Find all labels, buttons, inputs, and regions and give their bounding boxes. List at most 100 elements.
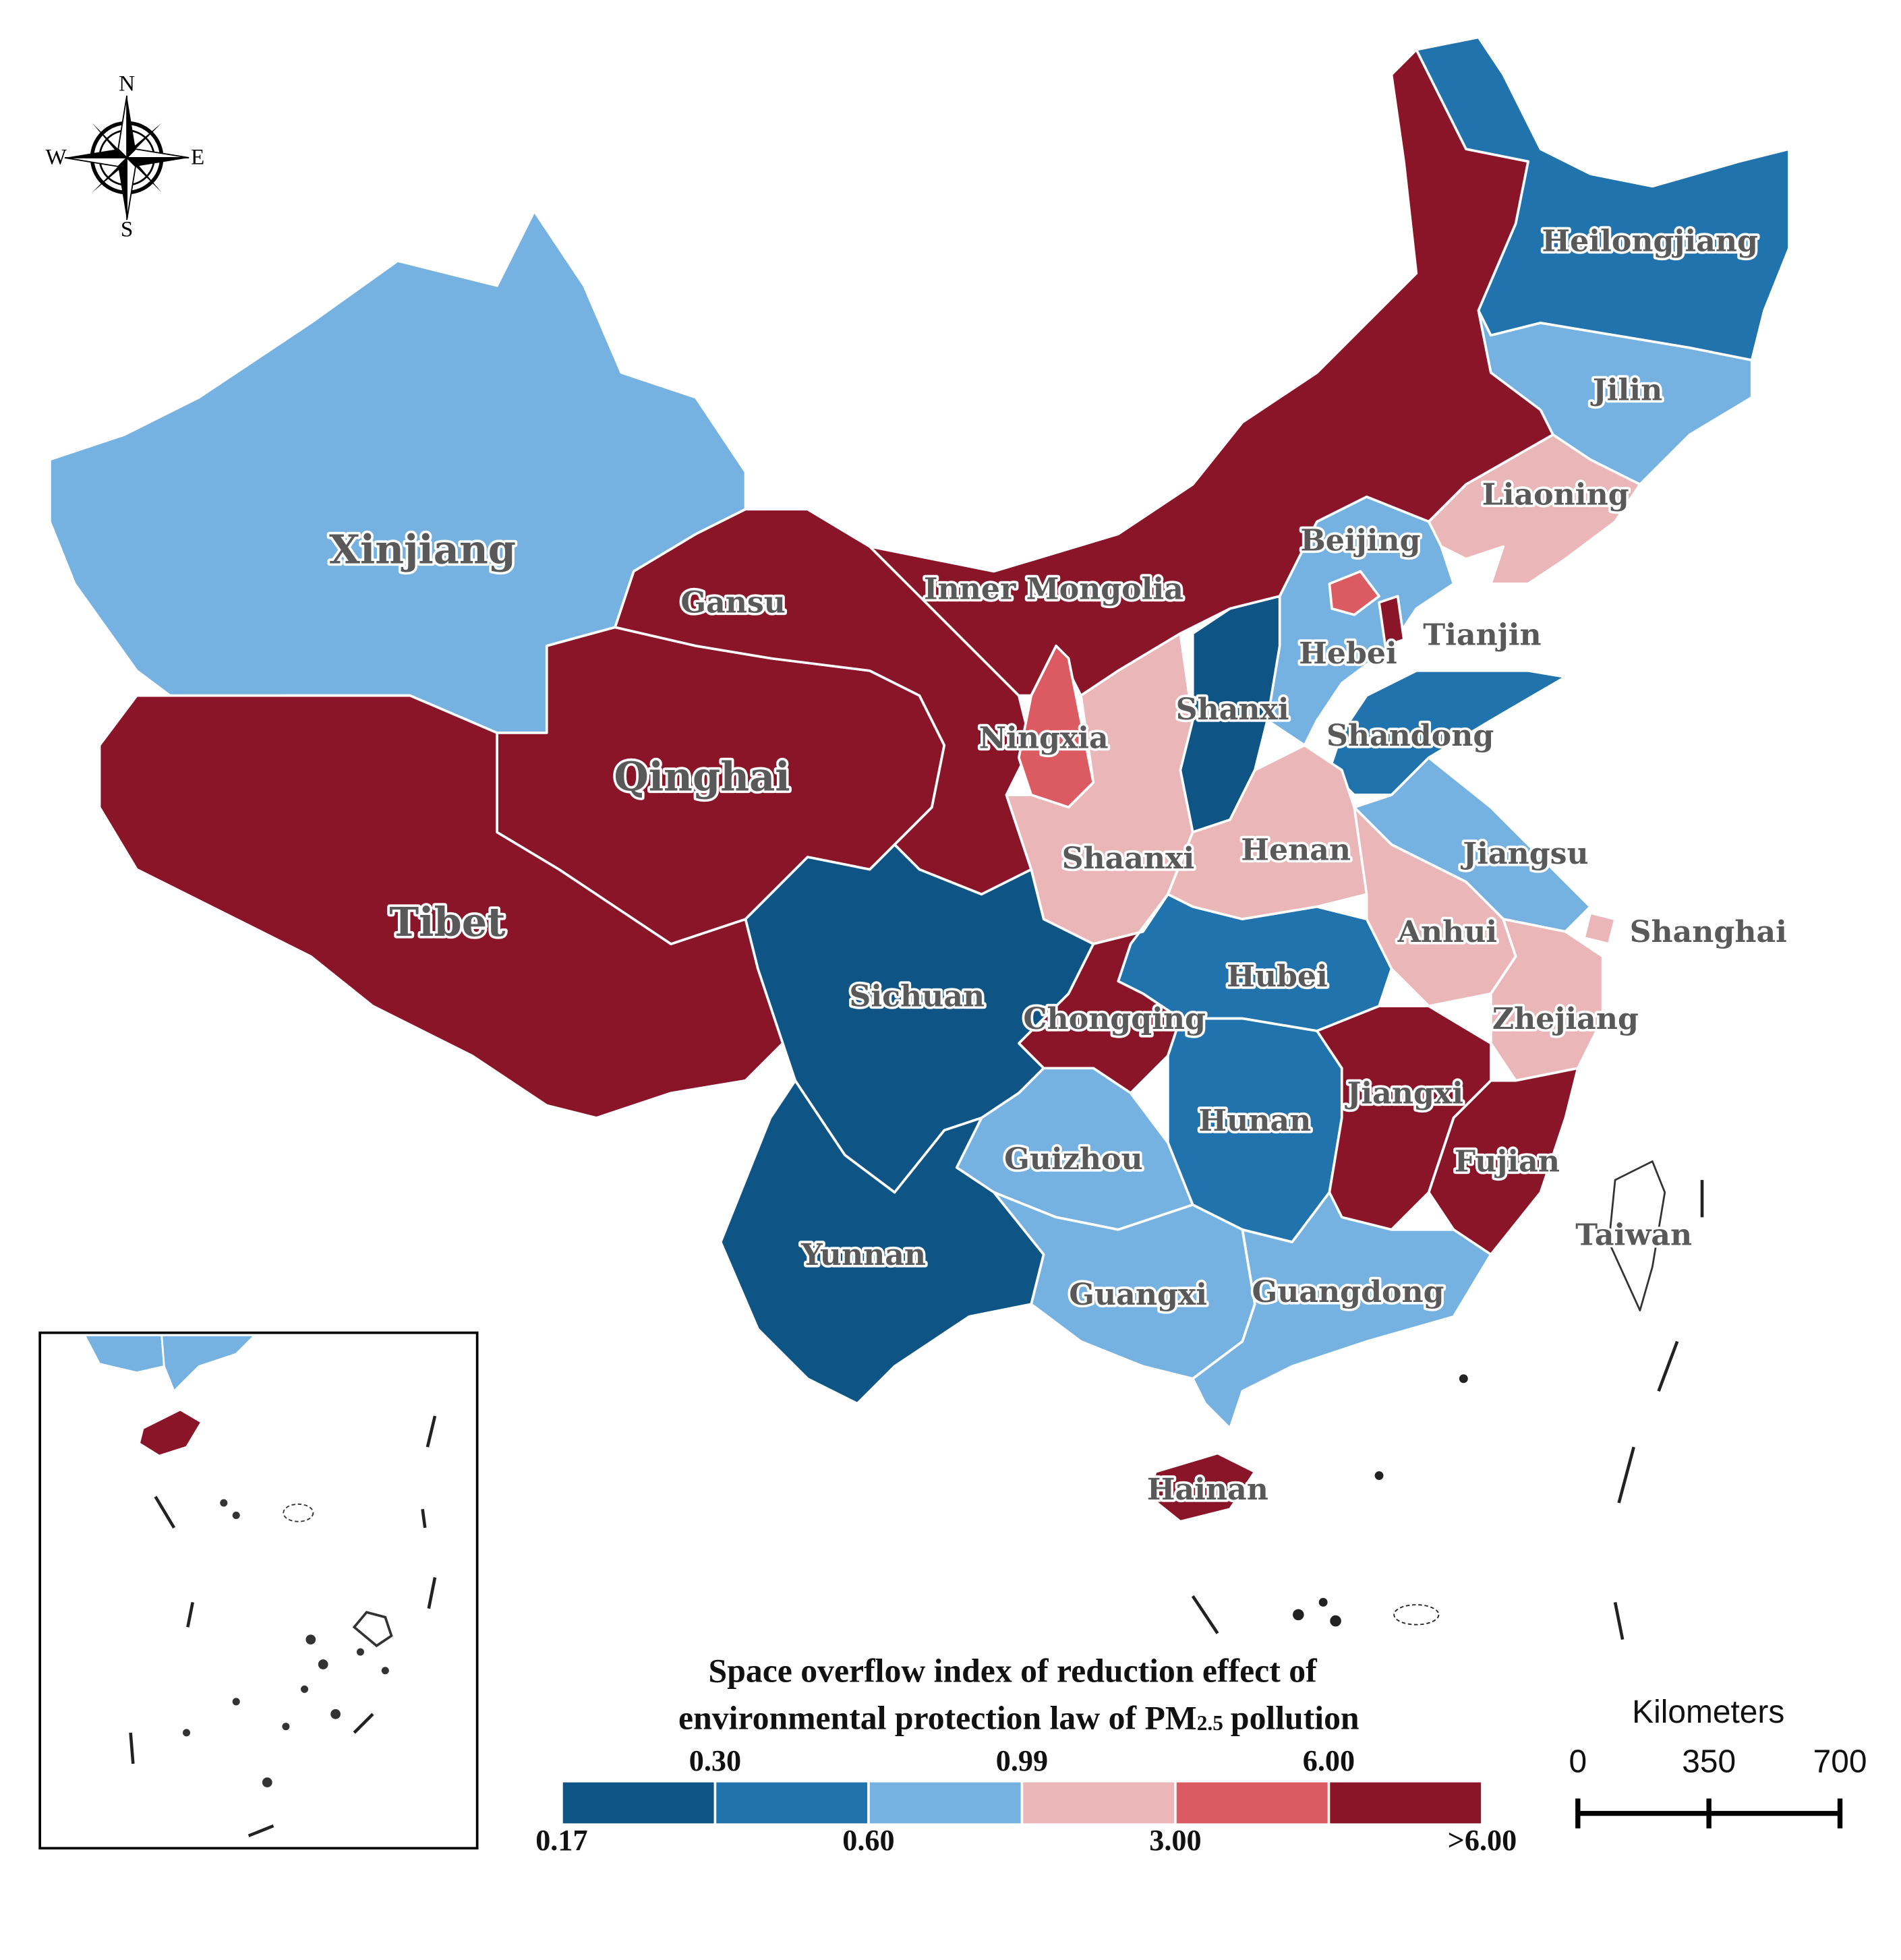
- legend-label: >6.00: [1448, 1824, 1517, 1857]
- island: [1393, 1604, 1440, 1626]
- province: [1148, 1452, 1256, 1523]
- legend-swatch: [1176, 1782, 1328, 1824]
- province-label: Heilongjiang: [1542, 224, 1757, 259]
- province-label: Qinghai: [614, 753, 790, 800]
- province: [719, 1079, 1045, 1405]
- scale-bar-label: 350: [1682, 1744, 1736, 1780]
- province-label: Inner Mongolia: [924, 571, 1183, 606]
- boundary-dash: [1191, 1180, 1704, 1640]
- legend-label: 0.60: [842, 1824, 894, 1857]
- province-label: Shaanxi: [1062, 841, 1195, 876]
- island: [301, 1685, 309, 1693]
- province-label: Taiwan: [1575, 1217, 1692, 1252]
- province-label: Ningxia: [979, 720, 1109, 755]
- island: [318, 1659, 328, 1669]
- legend-label: 0.30: [689, 1744, 741, 1777]
- island: [282, 1723, 290, 1731]
- province-label: Jiangsu: [1460, 836, 1588, 871]
- scale-bar-label: 700: [1813, 1744, 1867, 1780]
- province-label: Shandong: [1326, 718, 1494, 753]
- province-label: Henan: [1241, 832, 1351, 867]
- legend-title: pollution: [1231, 1700, 1359, 1737]
- province-label: Beijing: [1300, 523, 1420, 558]
- province: [1427, 1067, 1579, 1256]
- province: [1415, 36, 1790, 362]
- island: [1318, 1597, 1328, 1607]
- province-label: Guizhou: [1004, 1141, 1143, 1177]
- island: [232, 1698, 240, 1706]
- legend: Space overflow index of reduction effect…: [535, 1653, 1517, 1857]
- province-label: Zhejiang: [1492, 1001, 1639, 1036]
- legend-title: Space overflow index of reduction effect…: [709, 1653, 1318, 1690]
- province: [1191, 1191, 1492, 1430]
- compass-point: [127, 95, 136, 158]
- province-label: Hubei: [1227, 959, 1328, 994]
- islands: [1191, 1180, 1704, 1640]
- island: [381, 1667, 389, 1675]
- province-label: Gansu: [680, 585, 786, 620]
- island: [1374, 1471, 1384, 1480]
- province-label: Tianjin: [1423, 618, 1541, 653]
- province-label: Hebei: [1299, 636, 1397, 671]
- province-label: Xinjiang: [329, 526, 516, 572]
- island: [352, 1611, 393, 1648]
- legend-swatch: [1330, 1782, 1482, 1824]
- provinces: [49, 36, 1790, 1523]
- legend-swatch: [869, 1782, 1021, 1824]
- compass-point: [117, 95, 128, 160]
- island: [330, 1709, 341, 1719]
- province-label: Shanxi: [1176, 692, 1289, 727]
- province-label: Yunnan: [800, 1237, 926, 1272]
- province-label: Liaoning: [1482, 477, 1629, 512]
- province-label: Jilin: [1590, 373, 1662, 408]
- compass: N S E W: [45, 71, 204, 242]
- island: [1459, 1374, 1468, 1384]
- province-label: Hainan: [1147, 1472, 1268, 1507]
- inset-province: [160, 1334, 258, 1393]
- legend-swatch: [1023, 1782, 1175, 1824]
- scale-bar-label: 0: [1569, 1744, 1587, 1780]
- scale-bar: Kilometers 0 350 700: [1569, 1694, 1867, 1829]
- legend-title: environmental protection law of PM: [678, 1700, 1197, 1737]
- island: [183, 1729, 191, 1737]
- scale-bar-title: Kilometers: [1632, 1694, 1784, 1730]
- province-label: Guangdong: [1252, 1274, 1444, 1309]
- legend-swatch: [562, 1782, 714, 1824]
- island: [356, 1648, 364, 1656]
- inset-province: [138, 1408, 203, 1457]
- island: [305, 1634, 316, 1645]
- compass-point: [125, 148, 189, 158]
- legend-label: 0.17: [535, 1824, 587, 1857]
- compass-label: E: [191, 144, 204, 169]
- province: [1378, 595, 1405, 647]
- province: [98, 694, 784, 1119]
- island: [232, 1511, 240, 1520]
- inset-frame: [38, 1331, 479, 1850]
- island: [220, 1499, 228, 1507]
- inset-map: [38, 1331, 479, 1850]
- province-label: Sichuan: [849, 979, 985, 1014]
- compass-point: [126, 156, 136, 220]
- legend-title: environmental protection law of PM2.5 pol…: [678, 1700, 1359, 1737]
- boundary-dash: [129, 1415, 437, 1837]
- compass-point: [64, 157, 129, 167]
- province: [1477, 309, 1753, 486]
- province: [1328, 669, 1567, 796]
- compass-label: W: [45, 144, 67, 169]
- inset-islands: [183, 1499, 389, 1787]
- compass-point: [65, 149, 127, 158]
- island: [1330, 1615, 1341, 1627]
- legend-label: 0.99: [996, 1744, 1048, 1777]
- province-label: Anhui: [1397, 914, 1498, 949]
- legend-label: 3.00: [1149, 1824, 1201, 1857]
- compass-label: N: [119, 71, 135, 96]
- island: [262, 1777, 272, 1787]
- province: [1608, 1160, 1666, 1311]
- legend-title-subscript: 2.5: [1197, 1711, 1223, 1735]
- province: [1328, 570, 1380, 616]
- island: [1293, 1609, 1304, 1621]
- province-label: Fujian: [1455, 1144, 1560, 1179]
- province-label: Tibet: [389, 899, 505, 945]
- island: [283, 1503, 314, 1522]
